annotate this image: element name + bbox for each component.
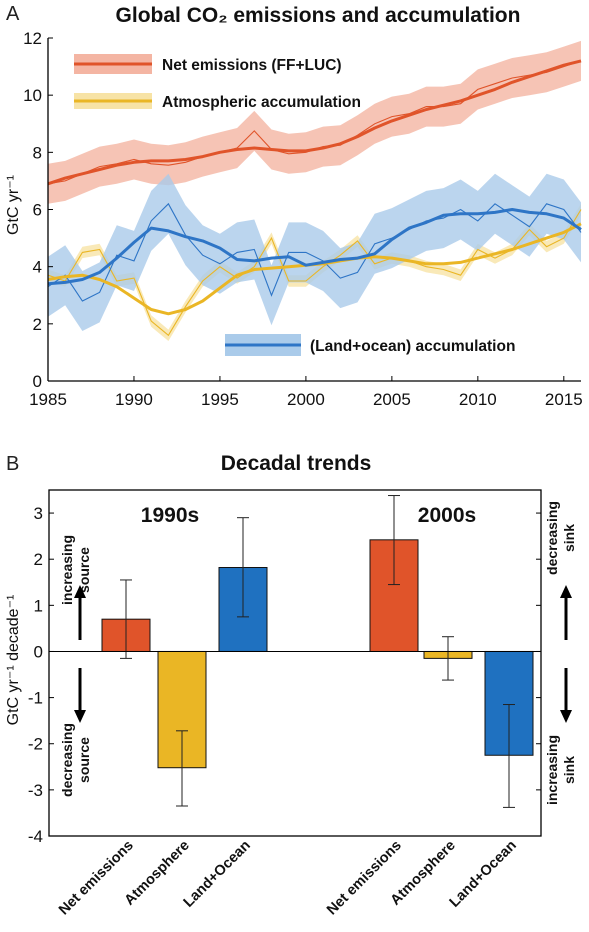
panel-b-ylabel: GtC yr⁻¹ decade⁻¹ (5, 595, 22, 726)
panel-b-title: Decadal trends (221, 452, 372, 475)
side-annotation-right-bottom: increasing sink (544, 735, 577, 805)
side-arrows (74, 585, 572, 723)
side-label-source: source (76, 737, 92, 783)
y-tick-label: 2 (33, 315, 42, 334)
side-label-source: source (76, 547, 92, 593)
x-tick-label: 1990 (115, 390, 153, 409)
line-smooth-land-ocean-accumulation (47, 208, 582, 286)
legend-label-net-emissions: Net emissions (FF+LUC) (162, 57, 342, 74)
y-tick-label: 12 (23, 29, 42, 48)
panel-a-axes: 0 2 4 6 8 10 12 1985 1990 1995 2000 2005 2010 2015 (23, 29, 583, 409)
x-tick-label: 2010 (459, 390, 497, 409)
y-tick-label: 3 (34, 504, 43, 523)
side-annotation-right-top: decreasing sink (544, 501, 577, 575)
line-smooth-net-emissions-ff-luc (47, 59, 582, 186)
y-tick-label: 0 (34, 642, 43, 661)
side-label-decreasing: decreasing (544, 501, 560, 575)
panel-b-frame (48, 489, 542, 837)
category-label-1990s-net-emissions: Net emissions (56, 838, 137, 919)
side-label-decreasing: decreasing (59, 723, 75, 797)
side-label-sink: sink (561, 524, 577, 552)
side-annotation-left-bottom: decreasing source (59, 723, 92, 797)
panel-a-smooth-lines (47, 59, 582, 316)
panel-a-letter: A (6, 3, 20, 25)
y-tick-label: -4 (28, 827, 43, 846)
y-tick-label: 8 (33, 143, 42, 162)
group-label-1990s: 1990s (141, 504, 199, 527)
x-tick-label: 1995 (201, 390, 239, 409)
side-label-sink: sink (561, 756, 577, 784)
x-tick-label: 2000 (287, 390, 325, 409)
side-annotation-left-top: increasing source (59, 535, 92, 605)
y-tick-label: 4 (33, 258, 42, 277)
y-tick-label: -3 (28, 781, 43, 800)
x-tick-label: 1985 (29, 390, 67, 409)
y-tick-label: 10 (23, 86, 42, 105)
side-label-increasing: increasing (59, 535, 75, 605)
y-tick-label: 6 (33, 201, 42, 220)
panel-b: B Decadal trends GtC yr⁻¹ decade⁻¹ 1990s… (5, 452, 577, 918)
arrow-up-left-head (74, 585, 86, 598)
x-tick-label: 2015 (545, 390, 583, 409)
y-tick-label: -2 (28, 735, 43, 754)
side-label-increasing: increasing (544, 735, 560, 805)
x-tick-label: 2005 (373, 390, 411, 409)
line-annual-atmospheric-accumulation (47, 209, 582, 337)
category-label-2000s-net-emissions: Net emissions (324, 838, 405, 919)
panel-b-letter: B (6, 453, 19, 475)
y-tick-label: 1 (34, 596, 43, 615)
legend-label-land-ocean: (Land+ocean) accumulation (310, 338, 515, 355)
line-annual-land-ocean-accumulation (47, 202, 582, 302)
y-tick-label: 0 (33, 372, 42, 391)
legend-label-atmospheric: Atmospheric accumulation (162, 94, 361, 111)
y-tick-label: -1 (28, 689, 43, 708)
arrow-up-right-head (560, 585, 572, 598)
y-tick-label: 2 (34, 550, 43, 569)
panel-a: A Global CO₂ emissions and accumulation … (5, 3, 583, 409)
arrow-down-right-head (560, 710, 572, 723)
band-land-ocean-accumulation (48, 173, 581, 331)
panel-b-axes: -4 -3 -2 -1 0 1 2 3 (28, 489, 542, 846)
panel-a-legend: Net emissions (FF+LUC) Atmospheric accum… (74, 54, 515, 356)
arrow-down-left-head (74, 710, 86, 723)
panel-a-ylabel: GtC yr⁻¹ (5, 175, 22, 235)
panel-a-title: Global CO₂ emissions and accumulation (116, 4, 521, 27)
group-label-2000s: 2000s (418, 504, 476, 527)
